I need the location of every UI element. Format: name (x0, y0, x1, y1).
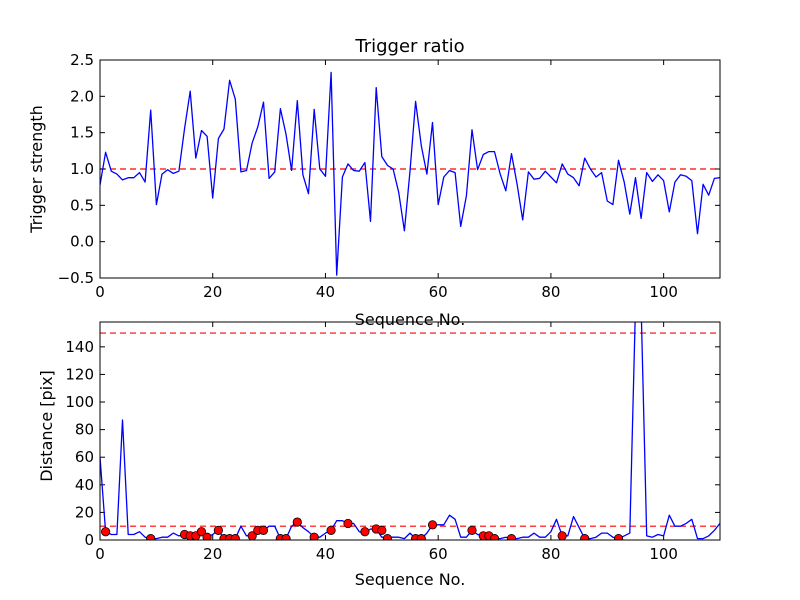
data-point-marker (467, 525, 477, 535)
x-axis-label: Sequence No. (355, 310, 466, 329)
x-tick-label: 40 (316, 545, 335, 563)
series-line (100, 71, 720, 276)
data-point-marker (382, 534, 393, 540)
data-point-marker (309, 532, 319, 540)
x-tick-label: 20 (203, 283, 222, 301)
data-point-marker (580, 534, 590, 540)
series-line (100, 322, 720, 540)
x-tick-label: 60 (429, 283, 448, 301)
x-tick-label: 80 (541, 545, 560, 563)
data-point-marker (343, 518, 353, 529)
x-tick-label: 60 (429, 545, 448, 563)
data-point-marker (101, 527, 111, 537)
y-tick-label: 2.5 (70, 51, 94, 69)
y-tick-label: 0.5 (70, 196, 94, 214)
data-point-marker (489, 534, 500, 540)
y-tick-label: 120 (65, 365, 94, 383)
y-tick-label: 100 (65, 393, 94, 411)
plot-frame (99, 321, 721, 541)
chart-title: Trigger ratio (354, 36, 464, 57)
x-axis-label: Sequence No. (355, 570, 466, 589)
y-tick-label: −0.5 (58, 269, 94, 287)
data-point-marker (506, 534, 517, 540)
data-point-marker (416, 534, 426, 540)
distance-chart: 0 20 40 60 80 100 0 20 40 60 80 100 120 140 Sequence … (37, 321, 721, 589)
data-point-marker (196, 527, 207, 537)
y-tick-label: 2.0 (70, 87, 94, 105)
data-point-marker (146, 534, 156, 540)
data-point-marker (557, 531, 567, 540)
data-point-marker (427, 520, 438, 530)
data-point-marker (377, 525, 387, 535)
data-point-marker (247, 531, 257, 540)
y-tick-label: 0.0 (70, 233, 94, 251)
y-tick-label: 1.0 (70, 160, 94, 178)
data-point-marker (202, 532, 212, 540)
trigger-ratio-chart: Trigger ratio 0 20 40 60 80 100 −0.5 0.0 0.5 1.0 1… (27, 36, 721, 329)
data-point-marker (613, 534, 624, 540)
y-tick-label: 40 (75, 476, 94, 494)
y-axis-label: Trigger strength (27, 105, 46, 234)
data-point-marker (230, 534, 240, 540)
plot-frame (99, 59, 721, 279)
x-tick-label: 100 (649, 545, 678, 563)
y-axis-label: Distance [pix] (37, 370, 56, 482)
x-tick-label: 0 (95, 283, 105, 301)
y-tick-label: 60 (75, 448, 94, 466)
data-point-marker (258, 525, 269, 535)
x-tick-label: 40 (316, 283, 335, 301)
y-tick-label: 0 (84, 531, 94, 549)
x-tick-label: 20 (203, 545, 222, 563)
y-tick-label: 80 (75, 421, 94, 439)
x-tick-label: 80 (541, 283, 560, 301)
y-tick-label: 1.5 (70, 124, 94, 142)
y-tick-label: 20 (75, 503, 94, 521)
data-point-marker (281, 534, 291, 540)
x-tick-label: 0 (95, 545, 105, 563)
data-point-marker (326, 525, 336, 535)
data-point-marker (292, 517, 302, 527)
data-point-marker (213, 525, 223, 535)
x-tick-label: 100 (649, 283, 678, 301)
y-tick-label: 140 (65, 338, 94, 356)
data-point-marker (360, 527, 370, 537)
